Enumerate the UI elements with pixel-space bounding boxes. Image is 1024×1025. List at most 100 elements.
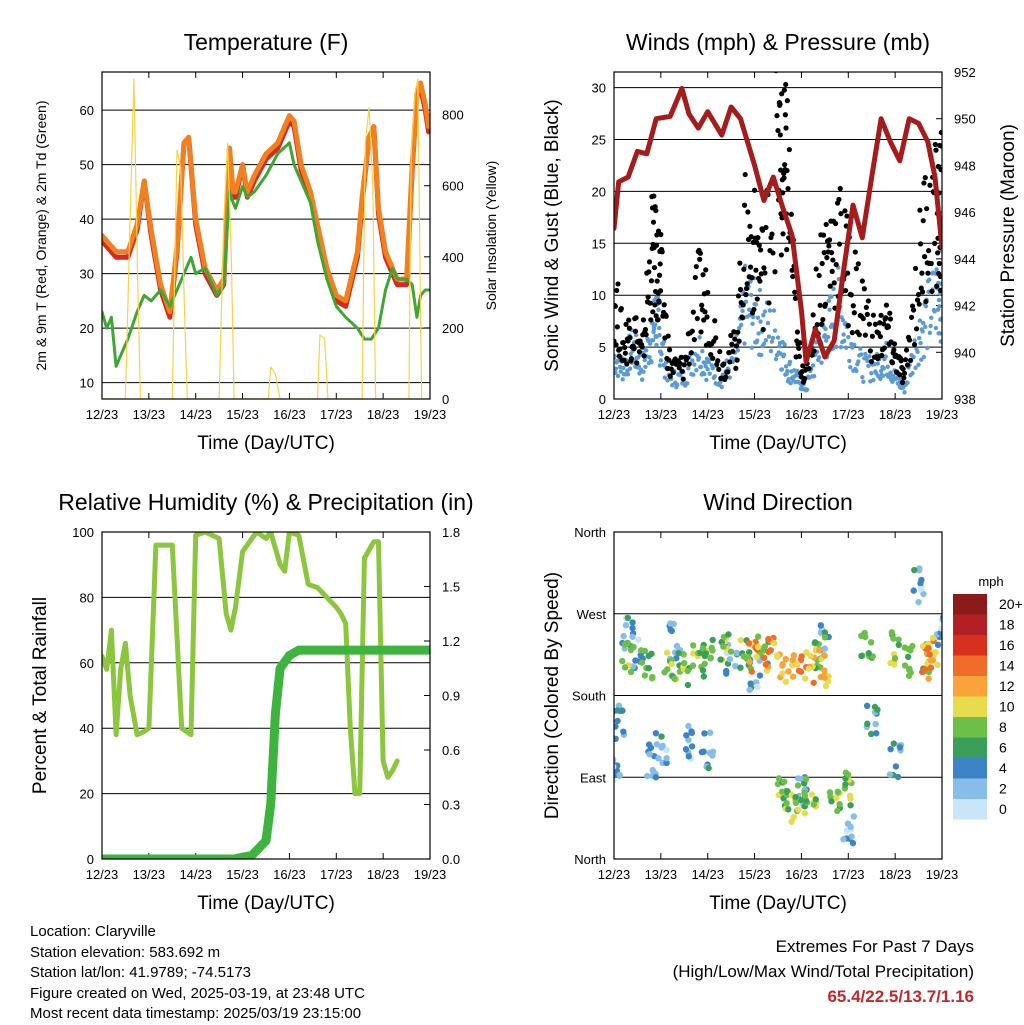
direction-point <box>629 633 636 640</box>
y2-tick-label: 944 <box>954 252 976 267</box>
gust-point <box>636 349 643 355</box>
gust-point <box>853 266 859 272</box>
gust-point <box>813 266 819 272</box>
direction-point <box>622 622 630 629</box>
direction-point <box>848 833 855 840</box>
wind-point <box>939 316 942 321</box>
direction-point <box>621 664 629 671</box>
direction-point <box>641 672 649 679</box>
gust-point <box>864 311 870 317</box>
gust-point <box>910 307 917 313</box>
gust-point <box>742 171 748 178</box>
gust-point <box>885 324 892 330</box>
gust-point <box>821 250 827 256</box>
gust-point <box>891 341 898 347</box>
gust-point <box>751 187 758 193</box>
gust-point <box>737 286 744 293</box>
gust-point <box>699 302 705 308</box>
gust-point <box>820 316 826 323</box>
legend-title: mph <box>978 574 1003 589</box>
gust-point <box>729 341 735 347</box>
gust-point <box>851 310 857 316</box>
wind-point <box>761 312 766 318</box>
y-tick-label: South <box>572 689 606 704</box>
wind-point <box>866 363 871 369</box>
gust-point <box>717 349 723 355</box>
gust-point <box>653 207 659 214</box>
direction-point <box>782 678 790 686</box>
wind-point <box>878 368 884 374</box>
gust-point <box>663 313 669 319</box>
gust-point <box>615 281 621 287</box>
gust-point <box>751 306 757 313</box>
direction-point <box>765 648 772 656</box>
legend-swatch <box>953 799 987 820</box>
wind-point <box>827 307 832 312</box>
gust-point <box>915 291 922 298</box>
direction-point <box>663 759 670 767</box>
y2-tick-label: 0.0 <box>442 852 460 867</box>
gust-point <box>887 316 894 322</box>
gust-point <box>836 241 843 247</box>
wind-point <box>875 361 880 366</box>
x-tick-label: 18/23 <box>367 867 400 882</box>
gust-point <box>836 196 842 203</box>
y2-tick-label: 948 <box>954 158 976 173</box>
wind-point <box>743 299 749 304</box>
wind-point <box>639 377 645 382</box>
gust-point <box>938 129 942 136</box>
gust-point <box>770 250 776 256</box>
wind-point <box>881 366 886 371</box>
direction-point <box>904 645 912 653</box>
gust-point <box>652 302 658 308</box>
gust-point <box>777 132 783 138</box>
direction-point <box>675 649 682 657</box>
gust-point <box>698 329 704 335</box>
gust-point <box>650 219 657 225</box>
direction-point <box>705 764 712 772</box>
direction-point <box>645 652 652 660</box>
gust-point <box>852 249 858 255</box>
gust-point <box>694 315 700 322</box>
y2-axis-label: Station Pressure (Maroon) <box>998 124 1019 347</box>
gust-point <box>869 333 875 339</box>
gust-point <box>744 281 750 287</box>
direction-point <box>915 598 922 606</box>
y-tick-label: 60 <box>80 103 94 118</box>
gust-point <box>623 321 629 327</box>
gust-point <box>678 354 684 360</box>
gust-point <box>684 355 690 361</box>
y-tick-label: 20 <box>592 184 606 199</box>
gust-point <box>786 146 792 153</box>
chart-panel-3: Relative Humidity (%) & Precipitation (i… <box>30 489 474 914</box>
legend-label: 12 <box>999 678 1015 694</box>
series-line-1 <box>102 532 400 797</box>
direction-point <box>737 636 745 644</box>
wind-point <box>910 371 915 376</box>
gust-point <box>870 312 876 318</box>
direction-point <box>934 661 941 669</box>
y-tick-label: 50 <box>80 158 94 173</box>
wind-point <box>844 345 849 350</box>
gust-point <box>919 289 926 295</box>
direction-point <box>658 733 665 740</box>
direction-point <box>624 614 632 622</box>
wind-point <box>859 352 864 357</box>
gust-point <box>741 202 748 208</box>
direction-point <box>904 653 912 661</box>
wind-point <box>656 325 662 331</box>
wind-point <box>829 294 834 299</box>
gust-point <box>733 343 740 349</box>
direction-point <box>629 619 636 626</box>
gust-point <box>850 303 856 309</box>
direction-point <box>895 636 902 643</box>
direction-point <box>746 686 753 694</box>
direction-point <box>828 797 835 805</box>
gust-point <box>826 243 832 249</box>
plot-frame <box>101 531 431 860</box>
wind-point <box>753 302 759 307</box>
gust-point <box>736 338 742 344</box>
y2-tick-label: 400 <box>442 250 464 265</box>
gust-point <box>756 242 762 248</box>
legend-label: 6 <box>999 740 1007 756</box>
